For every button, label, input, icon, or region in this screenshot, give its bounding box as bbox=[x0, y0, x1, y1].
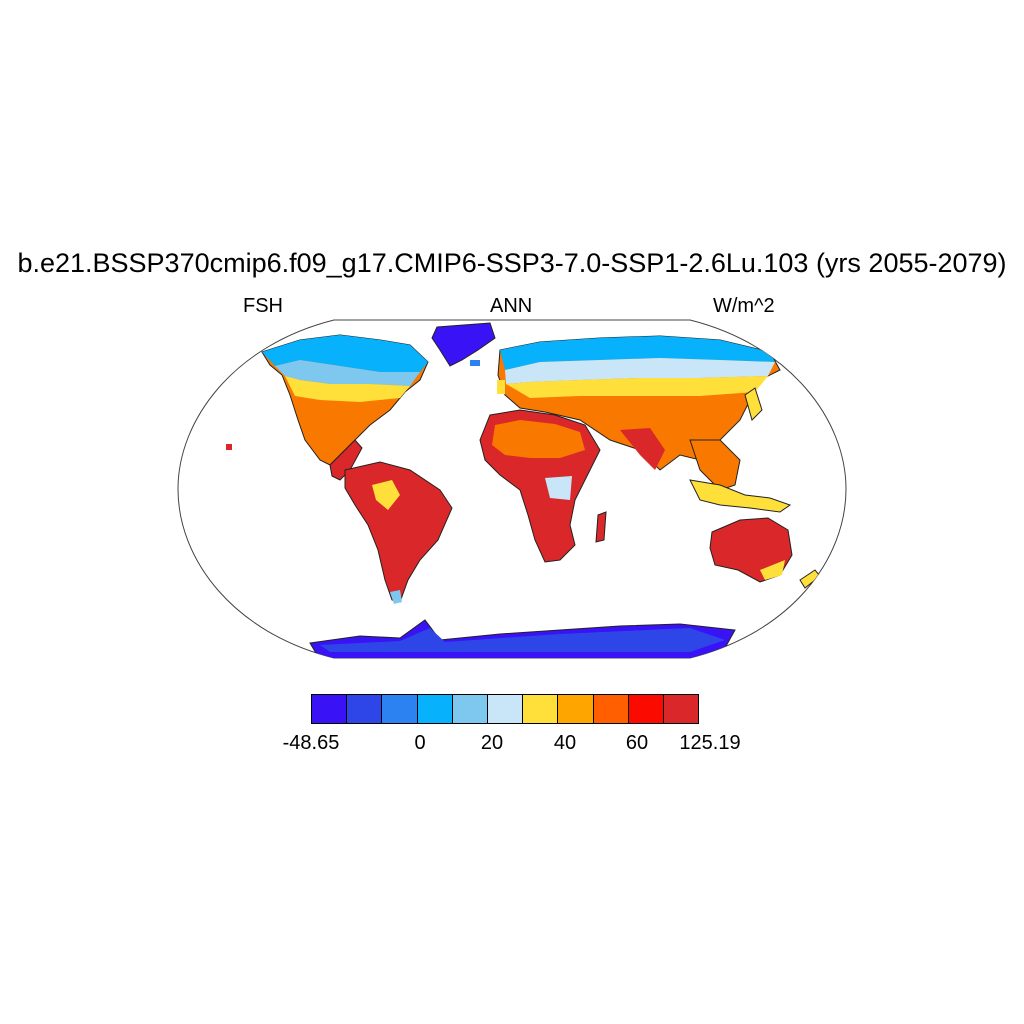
south-america bbox=[344, 461, 453, 603]
north-america-mid bbox=[275, 360, 420, 386]
colorbar-box bbox=[557, 694, 594, 724]
australia-se bbox=[760, 560, 785, 580]
madagascar bbox=[595, 511, 607, 543]
colorbar-box bbox=[627, 694, 664, 724]
eurasia-pale bbox=[505, 358, 775, 384]
colorbar-box bbox=[451, 694, 488, 724]
uk bbox=[497, 380, 505, 394]
colorbar-box bbox=[381, 694, 418, 724]
greenland bbox=[431, 322, 496, 367]
variable-label: FSH bbox=[243, 295, 283, 317]
central-america bbox=[329, 439, 363, 481]
colorbar-tick-label: 0 bbox=[414, 732, 426, 754]
indonesia bbox=[689, 479, 792, 513]
eurasia-yellow bbox=[506, 376, 768, 398]
colorbar-box bbox=[346, 694, 383, 724]
colorbar-tick-label: 125.19 bbox=[679, 732, 741, 754]
colorbar-box bbox=[662, 694, 700, 724]
africa-east bbox=[545, 476, 572, 500]
colorbar-tick-label: 20 bbox=[480, 732, 504, 754]
colorbar-box bbox=[311, 694, 348, 724]
north-america-yellow bbox=[285, 376, 410, 402]
colorbar-box bbox=[486, 694, 524, 724]
iceland bbox=[470, 360, 480, 366]
season-label: ANN bbox=[490, 295, 533, 317]
colorbar-box bbox=[592, 694, 629, 724]
patagonia bbox=[390, 590, 402, 604]
colorbar-box bbox=[522, 694, 559, 724]
colorbar bbox=[311, 694, 700, 724]
japan bbox=[744, 387, 763, 421]
africa-sahara bbox=[492, 420, 585, 458]
se-asia bbox=[689, 439, 741, 491]
colorbar-tick-label: -48.65 bbox=[282, 732, 340, 754]
map-title: b.e21.BSSP370cmip6.f09_g17.CMIP6-SSP3-7.… bbox=[17, 248, 1007, 278]
south-america-yellow bbox=[372, 480, 400, 510]
eurasia-cold bbox=[500, 336, 775, 370]
india bbox=[620, 428, 665, 470]
colorbar-tick-label: 60 bbox=[625, 732, 649, 754]
antarctica-coast bbox=[320, 628, 725, 652]
units-label: W/m^2 bbox=[713, 295, 775, 317]
hawaii bbox=[226, 444, 232, 450]
colorbar-tick-label: 40 bbox=[553, 732, 577, 754]
north-america-cold bbox=[262, 335, 428, 372]
colorbar-box bbox=[416, 694, 453, 724]
